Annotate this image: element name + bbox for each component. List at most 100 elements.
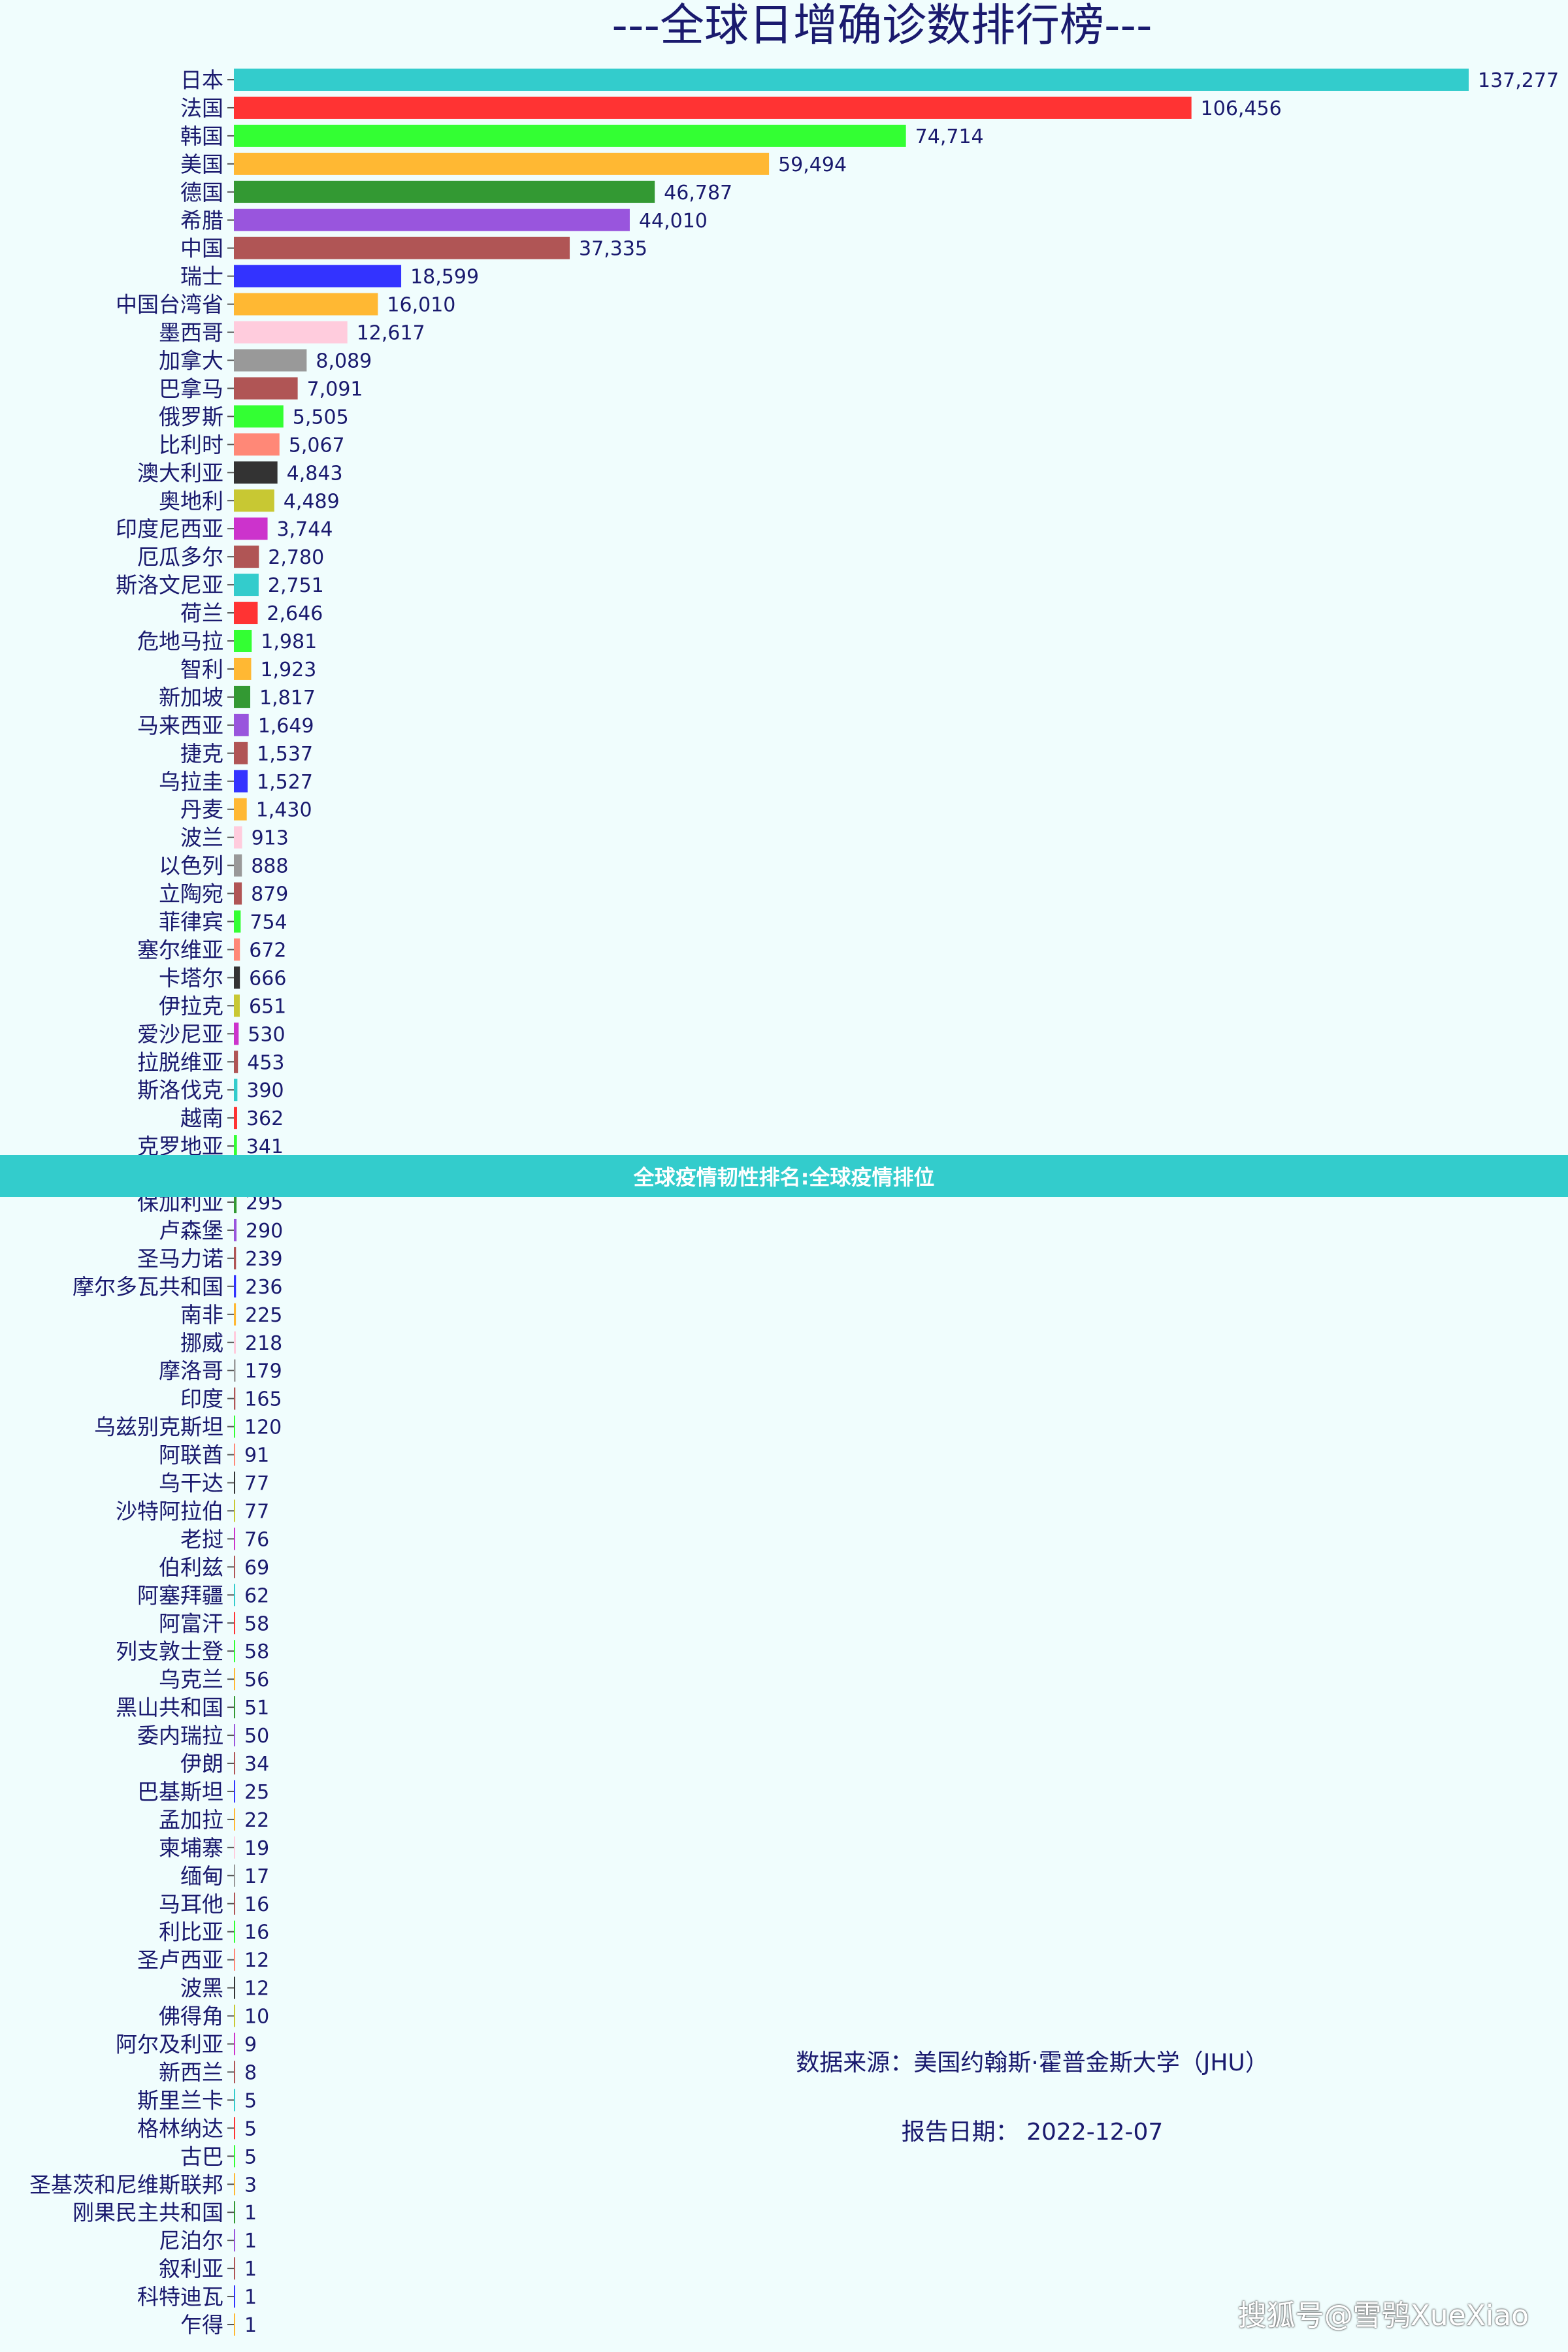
y-tick-label: 克罗地亚 [137, 1134, 223, 1159]
bar [234, 1135, 237, 1158]
bar [234, 96, 1192, 119]
bar-value-label: 179 [244, 1360, 282, 1383]
bar [234, 854, 242, 877]
bar-value-label: 37,335 [579, 238, 647, 261]
bar [234, 2285, 235, 2308]
bar-value-label: 3 [244, 2174, 257, 2197]
bar-value-label: 218 [245, 1332, 282, 1355]
y-tick-label: 美国 [180, 152, 223, 177]
bar [234, 685, 251, 708]
bar [234, 1724, 235, 1747]
bar-value-label: 453 [247, 1051, 284, 1074]
bar [234, 1864, 235, 1887]
y-tick-label: 印度 [180, 1386, 223, 1412]
bar-value-label: 879 [251, 883, 288, 906]
y-tick-label: 墨西哥 [159, 320, 223, 346]
y-tick-label: 佛得角 [159, 2004, 223, 2029]
bar [234, 602, 258, 625]
y-tick-label: 马来西亚 [137, 713, 223, 738]
y-tick-label: 巴基斯坦 [137, 1779, 223, 1805]
y-tick-label: 塞尔维亚 [137, 937, 223, 962]
bar-value-label: 1,649 [258, 715, 314, 738]
bar-value-label: 62 [244, 1584, 269, 1607]
bar [234, 461, 278, 484]
bar [234, 1499, 235, 1522]
bar [234, 1584, 235, 1607]
bar [234, 1892, 235, 1915]
bar [234, 2201, 235, 2224]
bar-value-label: 18,599 [410, 266, 479, 289]
y-tick-label: 伊朗 [180, 1751, 223, 1776]
y-tick-label: 卢森堡 [159, 1218, 223, 1243]
y-tick-label: 马耳他 [159, 1891, 223, 1917]
bar-value-label: 10 [244, 2006, 269, 2029]
bar [234, 1331, 237, 1354]
y-tick-label: 捷克 [180, 741, 223, 766]
bar [234, 2033, 235, 2055]
bar-value-label: 5,067 [289, 434, 345, 457]
bar [234, 1079, 238, 1102]
bar-value-label: 754 [250, 911, 287, 934]
y-tick-label: 爱沙尼亚 [137, 1021, 223, 1047]
bar-value-label: 4,843 [287, 462, 343, 485]
bar [234, 1668, 235, 1691]
bar [234, 1527, 235, 1550]
y-tick-label: 巴拿马 [159, 376, 223, 401]
bar [234, 2229, 235, 2252]
bar [234, 1780, 235, 1803]
bar [234, 574, 259, 596]
bar [234, 770, 248, 792]
bar [234, 966, 240, 989]
bar-value-label: 16 [244, 1893, 269, 1916]
bar-value-label: 1,527 [257, 771, 313, 794]
y-tick-label: 德国 [180, 180, 223, 205]
bar-value-label: 2,780 [268, 546, 324, 569]
bar [234, 1836, 235, 1859]
y-tick-label: 印度尼西亚 [116, 516, 223, 542]
y-tick-label: 智利 [180, 657, 223, 682]
report-date-note: 报告日期： 2022-12-07 [901, 2119, 1164, 2146]
bar-value-label: 913 [252, 827, 289, 850]
bar-value-label: 225 [245, 1304, 282, 1327]
bar [234, 377, 298, 400]
bar-value-label: 25 [244, 1781, 269, 1804]
bar-value-label: 59,494 [778, 154, 847, 176]
y-tick-label: 列支敦士登 [116, 1639, 223, 1664]
y-tick-label: 阿联酋 [159, 1443, 223, 1468]
y-tick-label: 阿富汗 [159, 1610, 223, 1636]
y-tick-label: 阿尔及利亚 [116, 2032, 223, 2057]
bar [234, 1443, 235, 1466]
bar-value-label: 390 [246, 1079, 284, 1102]
bar [234, 489, 274, 512]
y-tick-label: 黑山共和国 [116, 1695, 223, 1720]
y-tick-label: 刚果民主共和国 [73, 2200, 223, 2225]
bar-value-label: 341 [246, 1135, 284, 1158]
bar-value-label: 8,089 [316, 350, 372, 373]
bar [234, 938, 240, 961]
bar-value-label: 77 [244, 1473, 269, 1495]
y-tick-label: 孟加拉 [159, 1807, 223, 1833]
bar-value-label: 58 [244, 1612, 269, 1635]
y-tick-label: 新西兰 [159, 2059, 223, 2085]
bar [234, 546, 259, 568]
bar-value-label: 239 [245, 1248, 282, 1271]
bar [234, 1556, 235, 1578]
y-tick-label: 澳大利亚 [137, 460, 223, 485]
bar-value-label: 22 [244, 1809, 269, 1832]
bar [234, 1920, 235, 1943]
y-tick-label: 乌克兰 [159, 1667, 223, 1692]
bar-value-label: 1 [244, 2258, 257, 2281]
y-tick-label: 格林纳达 [137, 2115, 223, 2141]
y-tick-label: 科特迪瓦 [137, 2284, 223, 2310]
bar-value-label: 5 [244, 2117, 257, 2140]
bar-value-label: 16 [244, 1921, 269, 1944]
y-tick-label: 斯里兰卡 [137, 2087, 223, 2113]
bar-value-label: 7,091 [307, 378, 363, 400]
y-tick-label: 中国台湾省 [116, 292, 223, 318]
y-tick-label: 加拿大 [159, 348, 223, 374]
y-tick-label: 乌干达 [159, 1471, 223, 1496]
bar-value-label: 362 [246, 1107, 284, 1130]
bar-value-label: 666 [249, 967, 286, 990]
bar-value-label: 2,646 [267, 602, 323, 625]
bar-value-label: 12,617 [357, 322, 425, 345]
